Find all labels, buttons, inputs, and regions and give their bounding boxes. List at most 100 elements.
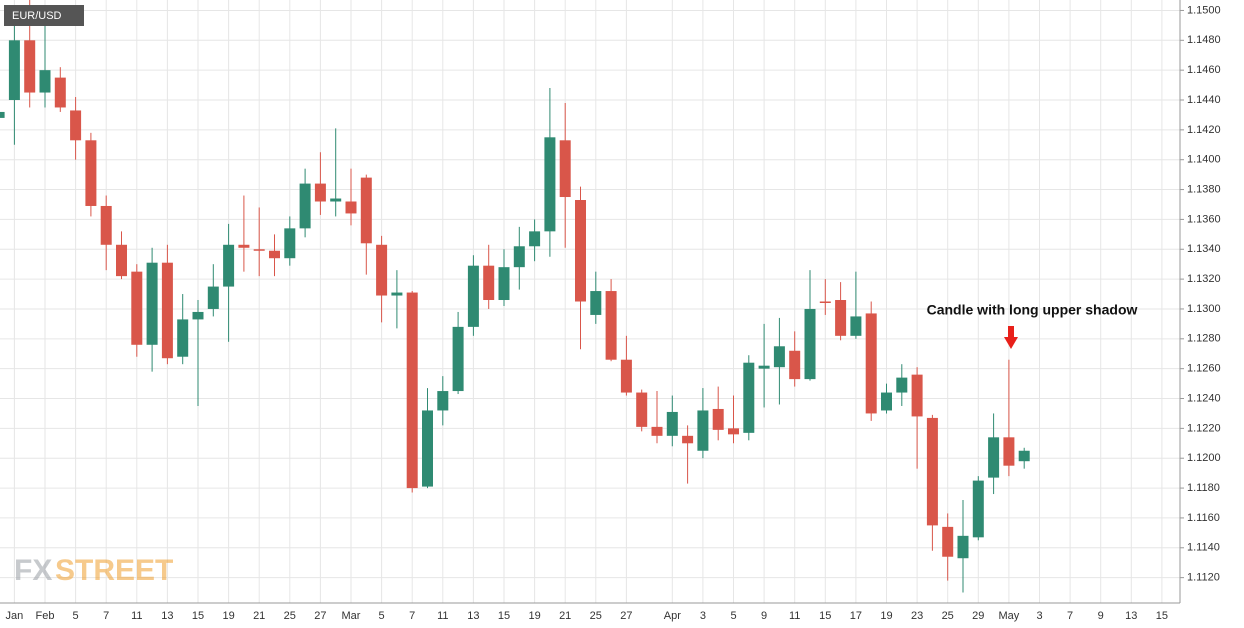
x-tick-label: 19	[222, 610, 234, 622]
candle-body	[299, 183, 311, 229]
candle-body	[161, 262, 173, 359]
candle-body	[146, 262, 158, 345]
candle-body	[131, 271, 143, 345]
x-tick-label: 13	[1125, 610, 1137, 622]
candle-body	[773, 346, 785, 368]
x-tick-label: 7	[1067, 610, 1073, 622]
y-tick-label: 1.1160	[1187, 512, 1220, 524]
x-tick-label: Jan	[6, 610, 24, 622]
x-tick-label: 27	[314, 610, 326, 622]
x-tick-label: May	[999, 610, 1020, 622]
x-tick-label: 7	[103, 610, 109, 622]
candle-body	[743, 362, 755, 433]
y-tick-label: 1.1420	[1187, 124, 1221, 136]
x-tick-label: 29	[972, 610, 984, 622]
candle-body	[422, 410, 433, 487]
candle-body	[544, 137, 556, 232]
x-tick-label: 15	[192, 610, 204, 622]
x-tick-label: 19	[528, 610, 540, 622]
candle-body	[314, 183, 326, 202]
candle-body	[284, 228, 296, 259]
candle-body	[330, 198, 342, 202]
candle-body	[972, 480, 984, 538]
candle-body	[207, 286, 219, 309]
candle-body	[1018, 450, 1030, 462]
y-tick-label: 1.1240	[1187, 392, 1221, 404]
x-tick-label: 15	[1156, 610, 1168, 622]
watermark-street: STREET	[55, 554, 173, 587]
x-tick-label: Feb	[36, 610, 55, 622]
x-tick-label: 23	[911, 610, 923, 622]
candle-body	[881, 392, 892, 411]
y-tick-label: 1.1460	[1187, 64, 1221, 76]
x-tick-label: 25	[590, 610, 602, 622]
candle-body	[54, 77, 66, 108]
candle-body	[360, 177, 372, 244]
candle-body	[697, 410, 709, 451]
x-tick-label: 21	[559, 610, 571, 622]
title-box	[4, 5, 84, 26]
y-tick-label: 1.1320	[1187, 273, 1221, 285]
x-tick-label: 25	[942, 610, 954, 622]
x-tick-label: 11	[789, 610, 800, 622]
candle-body	[452, 326, 464, 392]
candle-body	[483, 265, 495, 301]
y-tick-label: 1.1120	[1187, 572, 1220, 584]
y-tick-label: 1.1180	[1187, 482, 1220, 494]
candle-body	[865, 313, 877, 414]
candle-body	[896, 377, 908, 393]
y-tick-label: 1.1340	[1187, 243, 1221, 255]
candle-body	[437, 391, 449, 411]
candle-body	[192, 311, 204, 320]
candle-body	[636, 392, 648, 427]
x-tick-label: Apr	[664, 610, 681, 622]
x-tick-label: 15	[819, 610, 831, 622]
candle-body	[988, 437, 1000, 478]
candle-body	[116, 244, 127, 277]
grid	[0, 0, 1180, 603]
candle-body	[712, 408, 724, 430]
candles	[0, 0, 1030, 593]
candle-body	[0, 111, 5, 118]
candle-body	[789, 350, 801, 380]
x-tick-label: 3	[700, 610, 706, 622]
x-tick-label: 9	[1098, 610, 1104, 622]
candle-body	[8, 40, 20, 101]
y-tick-label: 1.1300	[1187, 303, 1221, 315]
candle-body	[819, 301, 831, 303]
candle-body	[223, 244, 235, 287]
candle-body	[911, 374, 923, 417]
candle-body	[406, 292, 418, 489]
candle-body	[651, 426, 663, 436]
candle-body	[620, 359, 632, 393]
y-tick-label: 1.1200	[1187, 452, 1221, 464]
candle-body	[529, 231, 541, 247]
candle-body	[345, 201, 357, 214]
candle-body	[804, 308, 816, 380]
x-tick-label: 7	[409, 610, 415, 622]
candle-body	[513, 246, 525, 268]
candle-body	[728, 428, 739, 435]
candle-body	[590, 291, 602, 315]
candle-body	[926, 417, 938, 526]
annotation: Candle with long upper shadow	[927, 302, 1138, 318]
y-tick-label: 1.1480	[1187, 34, 1221, 46]
candle-body	[70, 110, 82, 141]
candle-body	[1003, 437, 1015, 466]
x-tick-label: Mar	[342, 610, 361, 622]
candle-body	[85, 140, 97, 206]
candle-body	[467, 265, 479, 327]
x-tick-label: 19	[880, 610, 892, 622]
candle-body	[682, 435, 694, 444]
candle-body	[575, 200, 586, 302]
candle-body	[605, 291, 617, 360]
candle-body	[24, 40, 36, 93]
candle-body	[269, 250, 280, 259]
candle-body	[666, 411, 678, 436]
x-tick-label: 15	[498, 610, 510, 622]
x-tick-label: 9	[761, 610, 767, 622]
candle-body	[253, 249, 265, 251]
candle-body	[850, 316, 862, 336]
x-tick-label: 13	[161, 610, 173, 622]
candle-body	[758, 365, 770, 369]
